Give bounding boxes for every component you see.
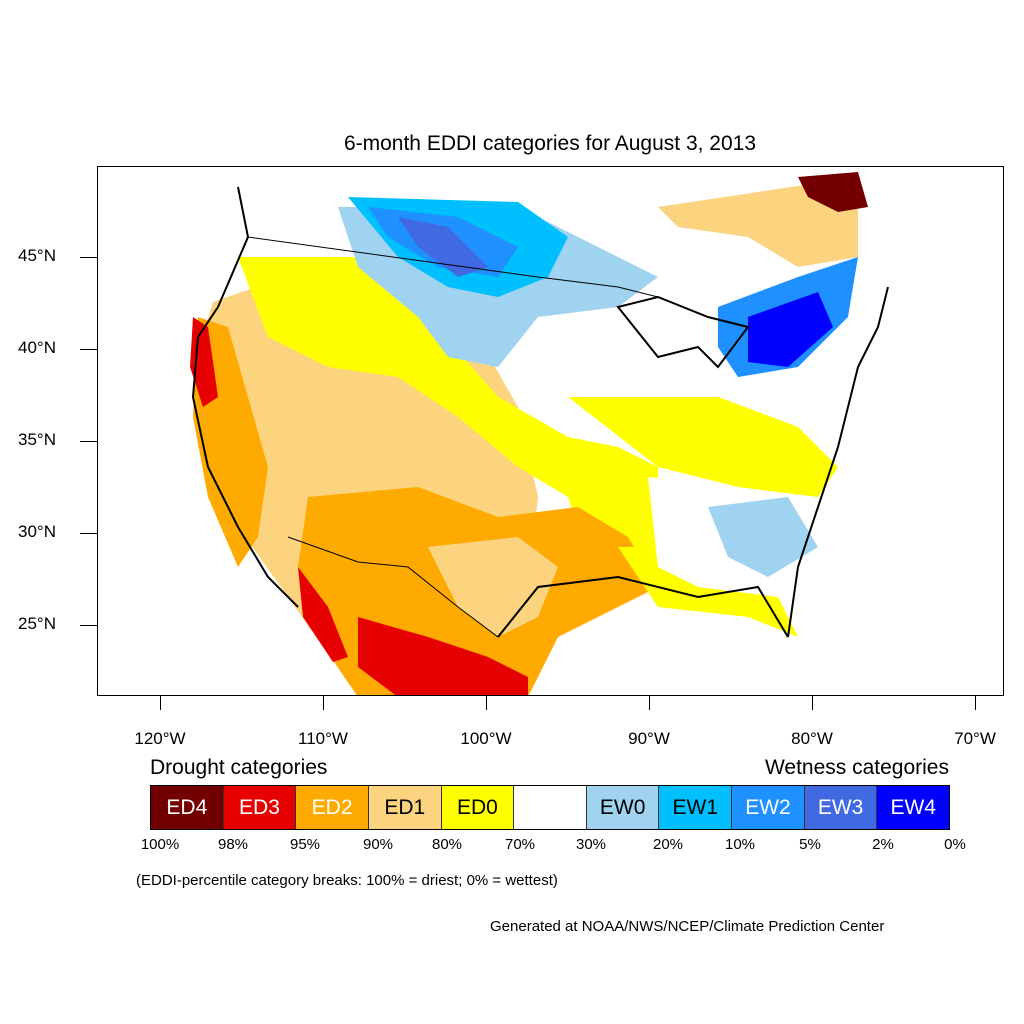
legend-cell-ed3: ED3 bbox=[223, 786, 297, 829]
wetness-heading: Wetness categories bbox=[764, 756, 949, 779]
legend-cell-ed4: ED4 bbox=[151, 786, 224, 829]
break-label-95: 95% bbox=[289, 836, 321, 853]
lat-label-35: 35°N bbox=[18, 430, 56, 449]
lon-tick-90 bbox=[649, 696, 650, 710]
lon-label-70: 70°W bbox=[954, 729, 996, 748]
region-ed0-midwest bbox=[568, 397, 838, 497]
coastline-east bbox=[787, 286, 889, 638]
coastline-gulf bbox=[497, 575, 789, 638]
category-breaks-note: (EDDI-percentile category breaks: 100% =… bbox=[136, 872, 558, 889]
break-label-10: 10% bbox=[724, 836, 756, 853]
lat-tick-35 bbox=[80, 441, 97, 442]
legend-cell-ew4: EW4 bbox=[877, 786, 950, 829]
lon-tick-80 bbox=[812, 696, 813, 710]
break-label-70: 70% bbox=[504, 836, 536, 853]
legend-cell-ed0: ED0 bbox=[441, 786, 515, 829]
lat-label-25: 25°N bbox=[18, 614, 56, 633]
break-label-100: 100% bbox=[140, 836, 180, 853]
category-legend: ED4 ED3 ED2 ED1 ED0 EW0 EW1 EW2 EW3 EW4 bbox=[150, 785, 950, 830]
break-label-0: 0% bbox=[944, 836, 966, 853]
break-label-2: 2% bbox=[872, 836, 894, 853]
region-ew3-north bbox=[398, 217, 488, 277]
legend-cell-ew1: EW1 bbox=[659, 786, 733, 829]
region-ed4-canada bbox=[798, 172, 868, 212]
lat-tick-30 bbox=[80, 533, 97, 534]
lat-tick-25 bbox=[80, 625, 97, 626]
region-ed3-mexico bbox=[358, 617, 528, 695]
lon-label-90: 90°W bbox=[628, 729, 670, 748]
region-ed1-northeast bbox=[658, 177, 858, 267]
lat-tick-45 bbox=[80, 257, 97, 258]
legend-cell-normal bbox=[514, 786, 587, 829]
break-label-30: 30% bbox=[575, 836, 607, 853]
break-label-20: 20% bbox=[652, 836, 684, 853]
lon-label-100: 100°W bbox=[460, 729, 512, 748]
lat-label-45: 45°N bbox=[18, 246, 56, 265]
legend-cell-ed1: ED1 bbox=[368, 786, 442, 829]
region-ed3-baja bbox=[298, 567, 348, 662]
drought-heading: Drought categories bbox=[150, 756, 328, 779]
credit-text: Generated at NOAA/NWS/NCEP/Climate Predi… bbox=[490, 918, 885, 935]
lat-label-30: 30°N bbox=[18, 522, 56, 541]
lon-tick-100 bbox=[486, 696, 487, 710]
break-label-80: 80% bbox=[431, 836, 463, 853]
break-label-5: 5% bbox=[799, 836, 821, 853]
legend-cell-ed2: ED2 bbox=[296, 786, 369, 829]
legend-cell-ew2: EW2 bbox=[732, 786, 805, 829]
region-ew0-southeast bbox=[708, 497, 818, 577]
lon-tick-70 bbox=[975, 696, 976, 710]
great-lakes bbox=[616, 295, 750, 369]
break-label-98: 98% bbox=[217, 836, 249, 853]
lon-label-80: 80°W bbox=[791, 729, 833, 748]
lat-label-40: 40°N bbox=[18, 338, 56, 357]
legend-cell-ew0: EW0 bbox=[586, 786, 660, 829]
region-ew4-lakes bbox=[748, 292, 833, 367]
legend-cell-ew3: EW3 bbox=[804, 786, 878, 829]
break-label-90: 90% bbox=[362, 836, 394, 853]
lon-tick-120 bbox=[160, 696, 161, 710]
border-us-mexico bbox=[287, 536, 499, 638]
lon-label-110: 110°W bbox=[298, 729, 348, 748]
border-us-canada bbox=[247, 236, 659, 298]
lat-tick-40 bbox=[80, 349, 97, 350]
coastline-west bbox=[191, 186, 299, 608]
eddi-map bbox=[97, 166, 1004, 696]
lon-tick-110 bbox=[323, 696, 324, 710]
region-ed1-texas bbox=[428, 537, 558, 637]
region-ed0-central bbox=[238, 257, 658, 597]
map-title: 6-month EDDI categories for August 3, 20… bbox=[343, 132, 757, 155]
map-canvas bbox=[190, 172, 889, 695]
lon-label-120: 120°W bbox=[134, 729, 186, 748]
